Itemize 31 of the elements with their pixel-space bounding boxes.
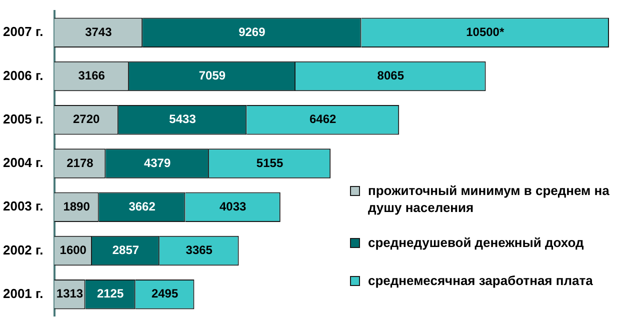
data-label: 3743 <box>85 24 112 39</box>
y-tick-label: 2004 г. <box>2 155 44 170</box>
data-label: 7059 <box>198 68 226 83</box>
y-tick-label: 2007 г. <box>2 24 44 40</box>
legend-label: среднемесячная заработная плата <box>368 272 593 289</box>
data-label: 8065 <box>377 68 404 83</box>
data-label: 2857 <box>112 243 140 258</box>
legend-label: среднедушевой денежный доход <box>368 234 584 251</box>
data-label: 1313 <box>56 286 84 301</box>
data-label: 5155 <box>256 156 284 170</box>
data-label: 5433 <box>169 112 196 126</box>
data-label: 1600 <box>60 243 87 258</box>
data-label: 10500* <box>466 24 504 39</box>
y-tick-label: 2002 г. <box>2 242 44 258</box>
data-label: 3166 <box>78 68 106 83</box>
y-tick-label: 2006 г. <box>2 68 44 83</box>
data-label: 2178 <box>66 156 94 170</box>
data-label: 9269 <box>238 24 266 39</box>
legend-label: прожиточный минимум в среднем на душу населения <box>368 182 610 216</box>
data-label: 3662 <box>128 199 156 214</box>
data-label: 3365 <box>186 243 213 258</box>
y-tick-label: 2005 г. <box>2 111 44 126</box>
data-label: 2720 <box>72 112 100 126</box>
data-label: 2125 <box>96 286 124 301</box>
y-tick-label: 2001 г. <box>2 286 44 301</box>
data-label: 1890 <box>63 199 90 214</box>
data-label: 2495 <box>151 286 178 301</box>
data-label: 6462 <box>310 112 337 126</box>
data-label: 4379 <box>144 156 171 170</box>
data-label: 4033 <box>219 199 246 214</box>
y-tick-label: 2003 г. <box>2 198 44 214</box>
